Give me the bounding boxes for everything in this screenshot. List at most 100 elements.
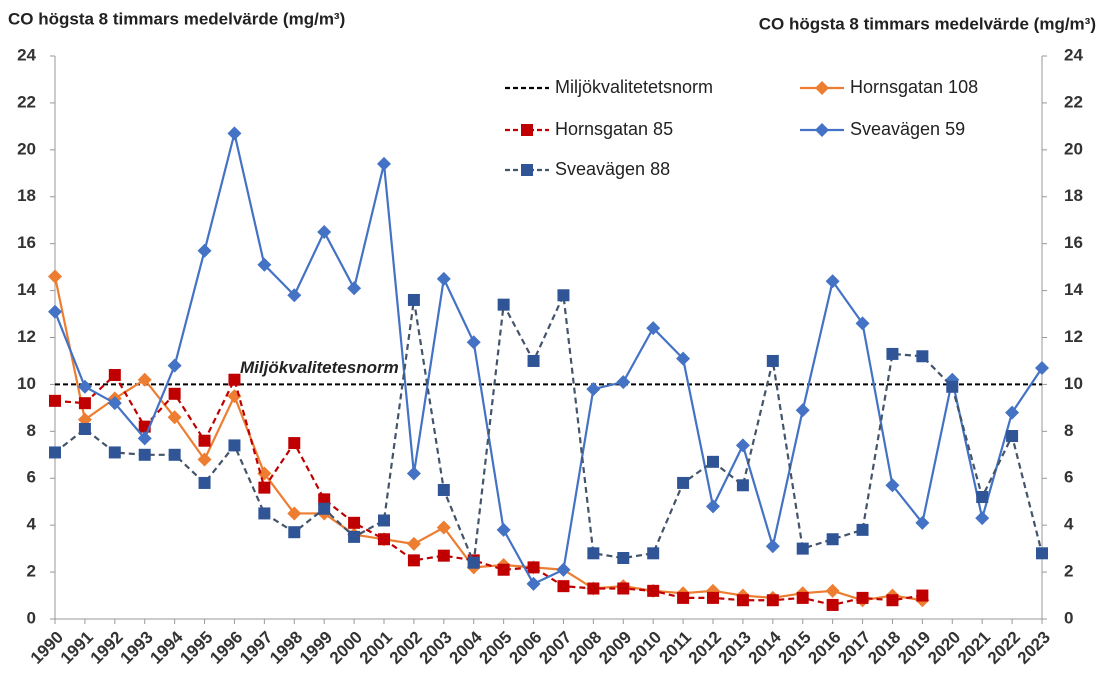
marker <box>406 466 421 481</box>
x-tick-label: 2019 <box>894 628 934 668</box>
y2-tick-label: 22 <box>1064 92 1083 111</box>
y-tick-label: 14 <box>17 280 36 299</box>
y-tick-label: 6 <box>27 468 36 487</box>
marker <box>348 516 361 529</box>
marker <box>228 373 241 386</box>
legend-item: Sveavägen 59 <box>800 119 965 139</box>
x-tick-label: 2014 <box>745 627 786 668</box>
marker <box>736 479 749 492</box>
marker <box>975 511 990 526</box>
marker <box>49 394 61 407</box>
legend-item: Hornsgatan 108 <box>800 77 978 97</box>
marker <box>437 549 450 562</box>
marker <box>886 594 899 607</box>
y-tick-label: 12 <box>17 327 36 346</box>
y2-tick-label: 4 <box>1064 515 1074 534</box>
marker <box>706 499 720 514</box>
x-tick-label: 2007 <box>535 628 575 668</box>
legend-label: Miljökvalitetetsnorm <box>555 77 713 97</box>
y-tick-label: 2 <box>27 562 36 581</box>
marker <box>885 478 900 493</box>
marker <box>1035 360 1049 375</box>
x-tick-label: 2008 <box>565 628 605 668</box>
y2-tick-label: 8 <box>1064 421 1073 440</box>
x-tick-label: 2012 <box>685 628 725 668</box>
x-tick-label: 1997 <box>236 628 276 668</box>
marker <box>318 493 331 506</box>
marker <box>317 224 332 239</box>
y2-tick-label: 12 <box>1064 327 1083 346</box>
marker <box>167 410 182 425</box>
legend-item: Miljökvalitetetsnorm <box>505 77 713 97</box>
marker <box>258 481 271 494</box>
y-tick-label: 10 <box>17 374 36 393</box>
marker <box>228 439 241 452</box>
marker <box>856 523 869 536</box>
y2-tick-label: 10 <box>1064 374 1083 393</box>
x-tick-label: 2020 <box>924 628 964 668</box>
marker <box>1036 547 1048 560</box>
x-tick-label: 2001 <box>356 628 396 668</box>
marker <box>407 554 420 567</box>
x-tick-label: 2011 <box>656 628 696 668</box>
chart-title: CO högsta 8 timmars medelvärde (mg/m³) <box>8 9 345 28</box>
marker <box>707 455 719 468</box>
marker <box>826 598 839 611</box>
marker <box>736 594 749 607</box>
marker <box>138 448 151 461</box>
marker <box>646 321 661 336</box>
marker <box>257 466 272 481</box>
marker <box>137 372 152 387</box>
marker <box>766 594 779 607</box>
y-tick-label: 20 <box>17 139 36 158</box>
marker <box>107 396 122 411</box>
marker <box>257 257 272 272</box>
series-line <box>53 133 1043 586</box>
marker <box>167 358 182 373</box>
marker <box>616 375 631 390</box>
y2-tick-label: 18 <box>1064 186 1083 205</box>
marker <box>378 533 390 546</box>
marker <box>198 476 211 489</box>
marker <box>647 584 660 597</box>
x-tick-label: 2021 <box>954 628 994 668</box>
y-tick-label: 16 <box>17 233 36 252</box>
marker <box>557 580 570 593</box>
marker <box>586 382 601 397</box>
x-tick-label: 2022 <box>984 628 1024 668</box>
legend-label: Hornsgatan 108 <box>850 77 978 97</box>
marker <box>378 514 390 527</box>
x-tick-label: 2005 <box>475 628 515 668</box>
marker <box>647 547 660 560</box>
marker <box>521 124 533 136</box>
marker <box>258 507 271 520</box>
y2-tick-label: 20 <box>1064 139 1083 158</box>
series-line <box>54 291 1044 568</box>
marker <box>108 369 121 382</box>
marker <box>677 591 690 604</box>
marker <box>406 536 421 551</box>
marker <box>78 422 91 435</box>
x-tick-label: 2006 <box>505 628 545 668</box>
marker <box>168 448 181 461</box>
x-tick-label: 2009 <box>595 628 635 668</box>
marker <box>287 506 302 521</box>
x-tick-label: 2000 <box>326 628 366 668</box>
marker <box>815 81 829 95</box>
x-tick-label: 1998 <box>266 628 306 668</box>
marker <box>467 556 480 569</box>
x-tick-label: 2010 <box>625 628 665 668</box>
y-tick-label: 8 <box>27 421 36 440</box>
x-tick-label: 1996 <box>206 628 246 668</box>
legend-label: Hornsgatan 85 <box>555 119 673 139</box>
y-tick-label: 0 <box>27 608 36 627</box>
marker <box>1005 405 1020 420</box>
marker <box>527 354 540 367</box>
marker <box>916 350 929 363</box>
marker <box>796 591 809 604</box>
marker <box>377 156 391 171</box>
legend-item: Sveavägen 88 <box>505 159 670 179</box>
y-tick-label: 4 <box>27 515 37 534</box>
marker <box>617 582 630 595</box>
marker <box>348 530 361 543</box>
